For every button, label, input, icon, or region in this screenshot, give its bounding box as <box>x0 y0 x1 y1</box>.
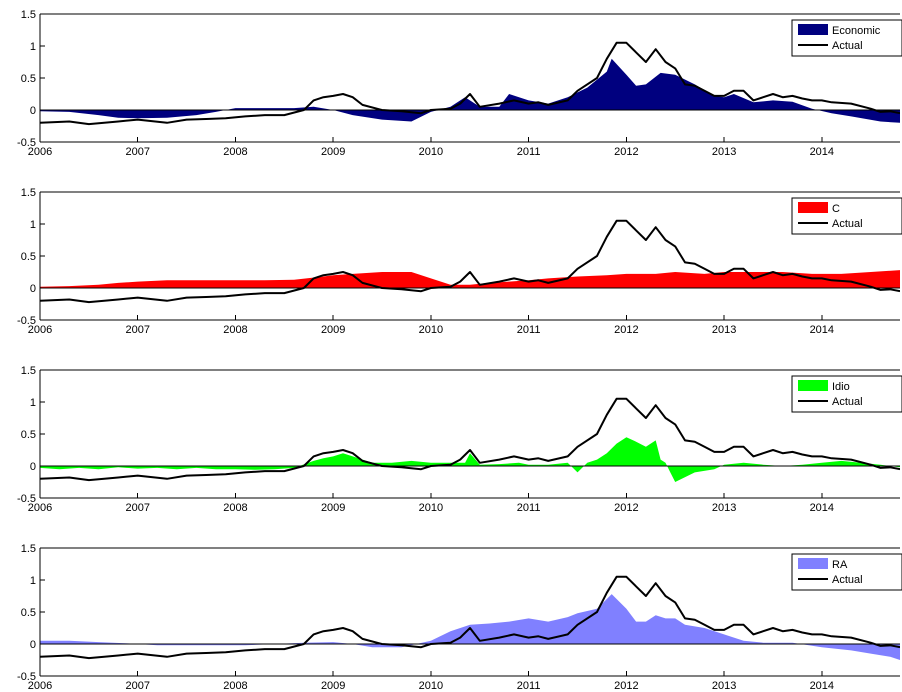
x-tick-label: 2012 <box>614 680 638 692</box>
legend-label: RA <box>832 559 848 571</box>
x-tick-label: 2010 <box>419 680 443 692</box>
x-tick-label: 2014 <box>810 146 834 158</box>
x-tick-label: 2008 <box>223 680 247 692</box>
y-tick-label: 0.5 <box>21 73 36 85</box>
y-tick-label: 0 <box>30 283 36 295</box>
legend-label: C <box>832 203 840 215</box>
x-tick-label: 2014 <box>810 324 834 336</box>
y-tick-label: 0 <box>30 639 36 651</box>
x-tick-label: 2007 <box>125 680 149 692</box>
x-tick-label: 2011 <box>517 146 541 158</box>
legend: Economic Actual <box>791 19 902 57</box>
x-tick-label: 2011 <box>517 324 541 336</box>
series-area-idio <box>40 437 900 482</box>
x-tick-label: 2009 <box>321 680 345 692</box>
legend-swatch <box>798 24 828 35</box>
plot-area <box>40 219 900 304</box>
chart-panel-4: -0.5 0 0.5 1 1.5 2006 2007 2008 2009 2010 2011 2012… <box>17 543 902 692</box>
plot-area <box>40 41 900 126</box>
y-tick-label: -0.5 <box>17 493 36 505</box>
legend: Idio Actual <box>791 375 902 413</box>
x-tick-label: 2006 <box>28 324 52 336</box>
x-tick-label: 2007 <box>125 146 149 158</box>
y-tick-label: 1 <box>30 41 36 53</box>
y-tick-label: -0.5 <box>17 671 36 683</box>
y-tick-label: 0.5 <box>21 251 36 263</box>
x-tick-label: 2006 <box>28 680 52 692</box>
x-tick-label: 2013 <box>712 146 736 158</box>
x-tick-label: 2012 <box>614 324 638 336</box>
y-tick-label: -0.5 <box>17 137 36 149</box>
legend-swatch <box>798 380 828 391</box>
x-tick-label: 2006 <box>28 502 52 514</box>
y-tick-label: 1.5 <box>21 543 36 555</box>
plot-area <box>40 575 900 660</box>
y-tick-label: 0 <box>30 461 36 473</box>
x-tick-label: 2011 <box>517 502 541 514</box>
x-tick-label: 2009 <box>321 324 345 336</box>
legend-swatch <box>798 202 828 213</box>
x-tick-label: 2008 <box>223 502 247 514</box>
legend-label: Economic <box>832 25 881 37</box>
x-tick-label: 2006 <box>28 146 52 158</box>
series-line-actual <box>40 219 900 304</box>
legend: RA Actual <box>791 553 902 591</box>
x-tick-label: 2009 <box>321 146 345 158</box>
y-tick-label: -0.5 <box>17 315 36 327</box>
x-tick-label: 2012 <box>614 502 638 514</box>
x-tick-label: 2007 <box>125 324 149 336</box>
chart-panel-3: -0.5 0 0.5 1 1.5 2006 2007 2008 2009 2010 2011 2012… <box>17 365 902 514</box>
legend: C Actual <box>791 197 902 235</box>
x-tick-label: 2014 <box>810 502 834 514</box>
legend-label: Actual <box>832 40 863 52</box>
legend-label: Actual <box>832 218 863 230</box>
x-tick-label: 2012 <box>614 146 638 158</box>
x-tick-label: 2007 <box>125 502 149 514</box>
y-tick-label: 1 <box>30 219 36 231</box>
x-tick-label: 2010 <box>419 502 443 514</box>
y-tick-label: 1 <box>30 397 36 409</box>
chart-panel-2: -0.5 0 0.5 1 1.5 2006 2007 2008 2009 2010 2011 2012… <box>17 187 902 336</box>
x-tick-label: 2010 <box>419 324 443 336</box>
x-tick-label: 2008 <box>223 324 247 336</box>
x-tick-label: 2013 <box>712 680 736 692</box>
y-tick-label: 1 <box>30 575 36 587</box>
series-area-economic <box>40 58 900 123</box>
x-tick-label: 2014 <box>810 680 834 692</box>
legend-label: Actual <box>832 396 863 408</box>
x-tick-label: 2010 <box>419 146 443 158</box>
series-line-actual <box>40 41 900 126</box>
x-tick-label: 2008 <box>223 146 247 158</box>
legend-label: Idio <box>832 381 850 393</box>
legend-label: Actual <box>832 574 863 586</box>
series-line-actual <box>40 575 900 660</box>
y-tick-label: 0.5 <box>21 607 36 619</box>
series-area-c <box>40 270 900 288</box>
x-tick-label: 2009 <box>321 502 345 514</box>
y-tick-label: 1.5 <box>21 9 36 21</box>
chart-panel-1: -0.5 0 0.5 1 1.5 2006 2007 2008 2009 2010 2011 2012… <box>17 9 902 158</box>
x-tick-label: 2013 <box>712 502 736 514</box>
legend-swatch <box>798 558 828 569</box>
y-tick-label: 1.5 <box>21 187 36 199</box>
y-tick-label: 1.5 <box>21 365 36 377</box>
x-tick-label: 2013 <box>712 324 736 336</box>
x-tick-label: 2011 <box>517 680 541 692</box>
y-tick-label: 0 <box>30 105 36 117</box>
plot-area <box>40 397 900 482</box>
y-tick-label: 0.5 <box>21 429 36 441</box>
series-line-actual <box>40 397 900 482</box>
